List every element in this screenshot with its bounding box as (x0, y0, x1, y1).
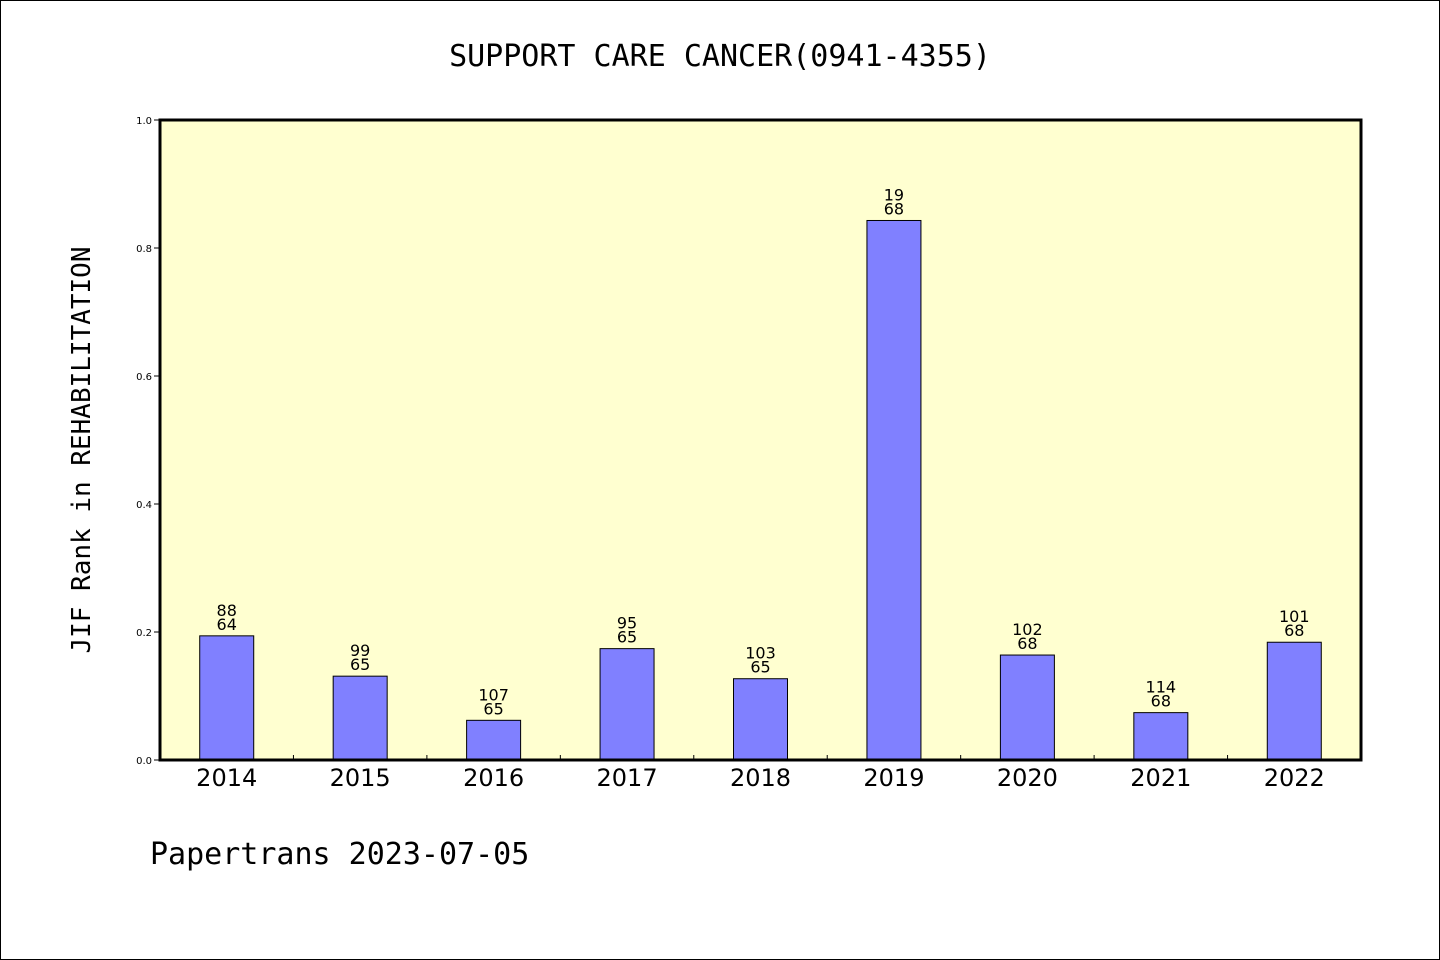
plot-border (158, 118, 1363, 762)
bar-total-label: 65 (483, 699, 503, 718)
bar-rank-label: 95 (617, 614, 637, 633)
bar-rank-label: 19 (884, 185, 904, 204)
y-tick-label: 0.8 (136, 244, 152, 255)
bar (199, 635, 255, 761)
bars-group (199, 219, 1322, 761)
bar (866, 219, 922, 761)
footer-watermark: Papertrans 2023-07-05 (150, 837, 529, 872)
chart-title: SUPPORT CARE CANCER(0941-4355) (449, 39, 991, 74)
x-tick-label: 2015 (330, 764, 391, 792)
y-tick-label: 1.0 (136, 116, 152, 127)
bar-rank-label: 99 (350, 641, 370, 660)
bar-labels-group: 8864996510765956510365196810268114681016… (217, 185, 1310, 718)
bar-rank-label: 101 (1279, 607, 1310, 626)
bar (599, 648, 655, 761)
bar-total-label: 65 (350, 655, 370, 674)
plot-area (160, 120, 1361, 760)
bar (733, 678, 788, 761)
bar-total-label: 68 (884, 199, 904, 218)
bar (332, 675, 388, 761)
bar-total-label: 65 (750, 658, 770, 677)
bar (466, 719, 522, 761)
x-axis-ticks: 2014 2015 2016 2017 2018 2019 2020 2021 2022 (196, 755, 1325, 792)
bar-total-label: 65 (617, 628, 637, 647)
bar-total-label: 68 (1284, 621, 1304, 640)
x-tick-label: 2014 (196, 764, 257, 792)
y-axis-ticks: 0.0 0.2 0.4 0.6 0.8 1.0 (136, 116, 160, 767)
bar (1133, 712, 1189, 761)
bar (1266, 641, 1322, 761)
bar-rank-label: 88 (217, 601, 237, 620)
x-tick-label: 2017 (597, 764, 658, 792)
bar-rank-label: 103 (745, 644, 776, 663)
bar-rank-label: 102 (1012, 620, 1043, 639)
y-axis-label: JIF Rank in REHABILITATION (67, 247, 97, 654)
y-tick-label: 0.2 (136, 628, 152, 639)
y-tick-label: 0.6 (136, 372, 152, 383)
x-tick-label: 2021 (1130, 764, 1191, 792)
x-tick-label: 2020 (997, 764, 1058, 792)
bar (999, 654, 1055, 761)
bar-rank-label: 114 (1146, 678, 1177, 697)
x-tick-label: 2022 (1264, 764, 1325, 792)
x-tick-label: 2019 (863, 764, 924, 792)
x-tick-label: 2018 (730, 764, 791, 792)
bar-total-label: 68 (1151, 692, 1171, 711)
x-tick-label: 2016 (463, 764, 524, 792)
bar-rank-label: 107 (478, 685, 509, 704)
y-tick-label: 0.0 (136, 756, 152, 767)
bar-total-label: 64 (217, 615, 237, 634)
y-tick-label: 0.4 (136, 500, 152, 511)
bar-total-label: 68 (1017, 634, 1037, 653)
